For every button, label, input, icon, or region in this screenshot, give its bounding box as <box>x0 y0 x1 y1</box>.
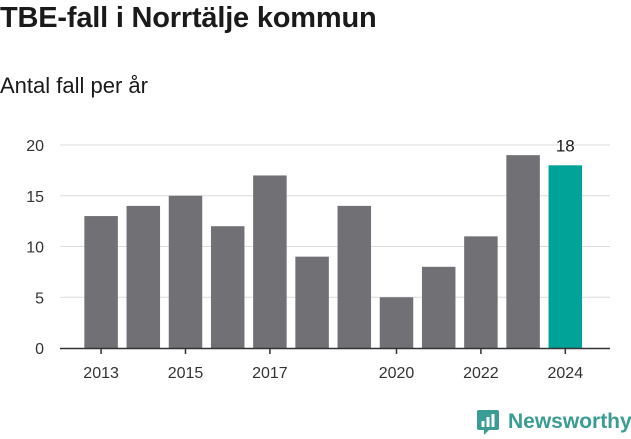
y-tick-label: 10 <box>26 240 44 257</box>
x-tick-label: 2015 <box>168 365 204 382</box>
bar-2013 <box>84 216 118 348</box>
bar-2020 <box>379 297 414 348</box>
bar-2016 <box>210 226 245 348</box>
y-axis-ticks: 0 5 10 15 20 <box>26 138 44 358</box>
bar-2022 <box>464 236 498 348</box>
bars <box>84 155 583 348</box>
data-labels: 18 <box>556 136 575 155</box>
bar-chart: 0 5 10 15 20 2013 2015 2017 2020 2022 2024 18 <box>26 136 610 382</box>
bar-2024 <box>548 165 583 348</box>
bar-2017 <box>253 175 287 348</box>
x-tick-label: 2024 <box>548 365 584 382</box>
y-tick-label: 15 <box>26 189 44 206</box>
bar-2014 <box>126 205 161 348</box>
bar-2015 <box>168 195 203 348</box>
newsworthy-brand: Newsworthy <box>476 406 631 438</box>
bar-2021 <box>421 266 456 348</box>
y-tick-label: 20 <box>26 138 44 155</box>
chart-title: TBE-fall i Norrtälje kommun <box>0 2 377 34</box>
x-axis-ticks: 2013 2015 2017 2020 2022 2024 <box>83 348 583 382</box>
bar-2018 <box>295 256 329 348</box>
x-tick-label: 2013 <box>83 365 119 382</box>
data-label-2024: 18 <box>556 136 575 155</box>
x-tick-label: 2017 <box>252 365 288 382</box>
y-tick-label: 0 <box>35 341 44 358</box>
x-tick-label: 2020 <box>379 365 415 382</box>
bar-2019 <box>337 205 372 348</box>
brand-name: Newsworthy <box>508 410 631 433</box>
chart-subtitle: Antal fall per år <box>0 73 148 98</box>
bar-2023 <box>506 155 540 348</box>
y-tick-label: 5 <box>35 290 44 307</box>
newsworthy-logo-icon <box>477 410 499 435</box>
x-tick-label: 2022 <box>463 365 499 382</box>
